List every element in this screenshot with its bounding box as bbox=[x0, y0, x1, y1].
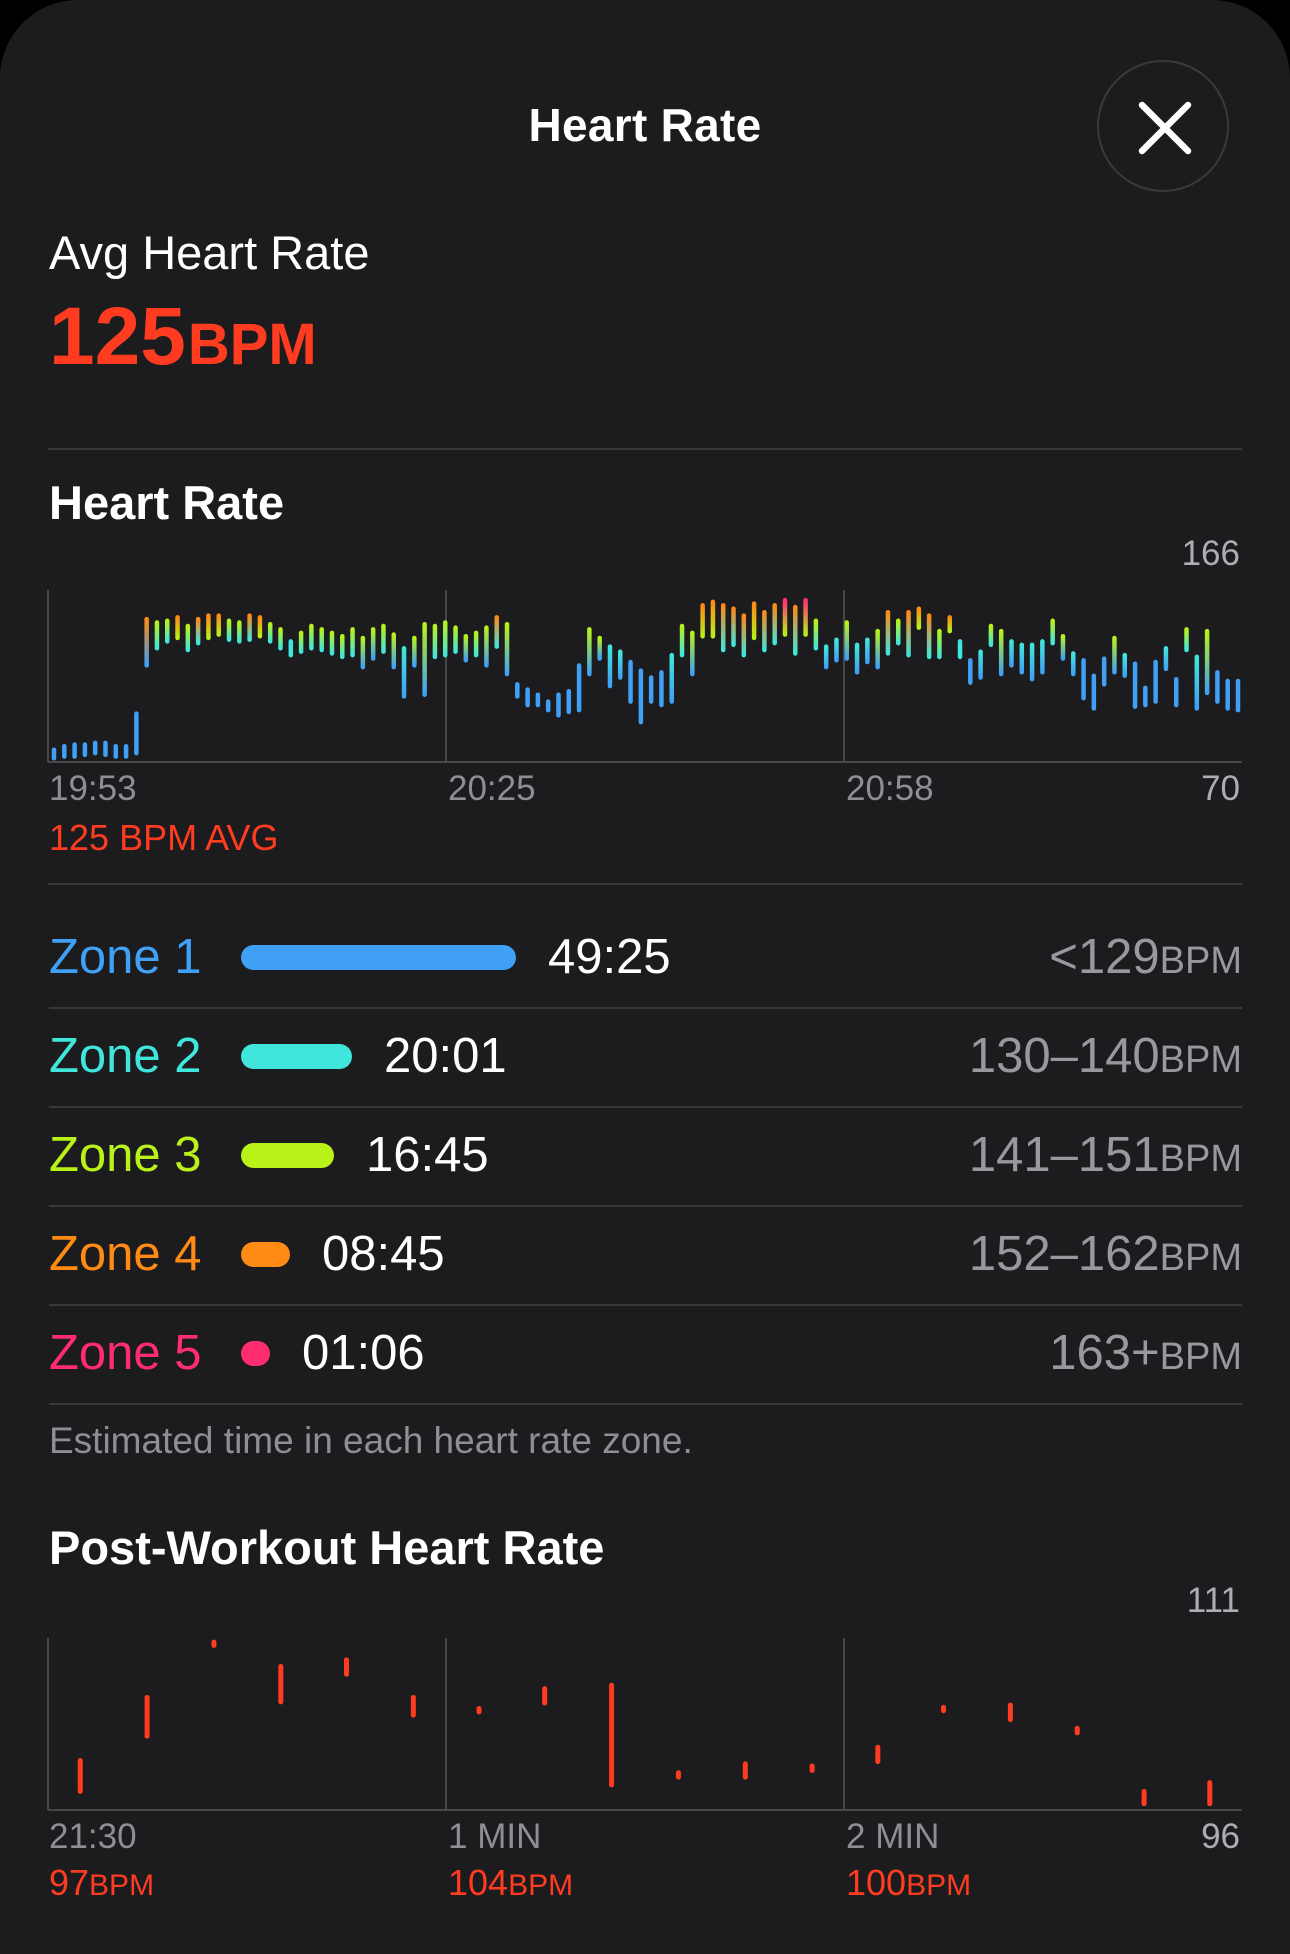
post-workout-section-title: Post-Workout Heart Rate bbox=[49, 1521, 605, 1574]
zone-range-unit: BPM bbox=[1159, 1336, 1242, 1378]
close-icon bbox=[1138, 101, 1192, 155]
zone-bar bbox=[241, 1143, 334, 1168]
post-reading-unit: BPM bbox=[508, 1869, 574, 1902]
avg-heart-rate-number: 125 bbox=[49, 291, 186, 382]
zone-row: Zone 2 20:01 130–140BPM bbox=[49, 1010, 1242, 1108]
pw-x-tick: 2 MIN bbox=[846, 1817, 939, 1856]
zone-name: Zone 4 bbox=[49, 1227, 202, 1281]
hr-x-tick: 19:53 bbox=[49, 769, 137, 808]
hr-x-tick: 20:58 bbox=[846, 769, 934, 808]
pw-x-tick: 21:30 bbox=[49, 1817, 137, 1856]
divider bbox=[49, 1007, 1242, 1009]
divider bbox=[49, 1106, 1242, 1108]
zone-time: 01:06 bbox=[302, 1326, 425, 1380]
zone-range-value: 130–140 bbox=[968, 1029, 1160, 1083]
zone-range-value: 141–151 bbox=[968, 1128, 1160, 1182]
divider bbox=[48, 883, 1242, 885]
post-reading-2: 100BPM bbox=[846, 1862, 971, 1904]
post-reading-value: 97 bbox=[49, 1862, 90, 1903]
zone-row: Zone 3 16:45 141–151BPM bbox=[49, 1109, 1242, 1207]
zone-name: Zone 5 bbox=[49, 1326, 202, 1380]
zone-range-unit: BPM bbox=[1159, 1138, 1242, 1180]
zone-range: 152–162BPM bbox=[969, 1226, 1242, 1282]
zone-row: Zone 4 08:45 152–162BPM bbox=[49, 1208, 1242, 1306]
avg-heart-rate-label: Avg Heart Rate bbox=[49, 226, 370, 279]
zone-range: 130–140BPM bbox=[969, 1028, 1242, 1084]
zone-name: Zone 2 bbox=[49, 1029, 202, 1083]
pw-x-tick: 1 MIN bbox=[448, 1817, 541, 1856]
zone-row: Zone 1 49:25 <129BPM bbox=[49, 911, 1242, 1009]
zone-range-unit: BPM bbox=[1159, 1039, 1242, 1081]
zone-bar bbox=[241, 1242, 290, 1267]
zone-time: 08:45 bbox=[322, 1227, 445, 1281]
hr-y-max-label: 166 bbox=[1182, 534, 1240, 573]
zone-bar bbox=[241, 1341, 270, 1366]
heart-rate-section-title: Heart Rate bbox=[49, 476, 285, 529]
zone-bar bbox=[241, 945, 516, 970]
post-reading-unit: BPM bbox=[89, 1869, 155, 1902]
heart-rate-chart: 166 70 19:53 20:25 20:58 bbox=[47, 534, 1242, 808]
post-reading-value: 100 bbox=[846, 1862, 907, 1903]
avg-heart-rate-unit: BPM bbox=[187, 312, 317, 377]
zone-range-value: 163+ bbox=[1049, 1326, 1160, 1380]
zone-bar bbox=[241, 1044, 352, 1069]
zone-range-value: 152–162 bbox=[968, 1227, 1160, 1281]
zone-name: Zone 3 bbox=[49, 1128, 202, 1182]
hr-avg-annotation: 125 BPM AVG bbox=[49, 817, 279, 858]
zone-range: <129BPM bbox=[1049, 929, 1242, 985]
zone-range: 141–151BPM bbox=[969, 1127, 1242, 1183]
divider bbox=[48, 448, 1242, 450]
post-reading-0: 97BPM bbox=[49, 1862, 154, 1904]
avg-heart-rate-value: 125BPM bbox=[49, 290, 317, 384]
hr-x-tick: 20:25 bbox=[448, 769, 536, 808]
post-reading-1: 104BPM bbox=[448, 1862, 573, 1904]
divider bbox=[49, 1304, 1242, 1306]
divider bbox=[49, 1403, 1242, 1405]
close-button[interactable] bbox=[1097, 60, 1229, 192]
zone-name: Zone 1 bbox=[49, 930, 202, 984]
zones-note: Estimated time in each heart rate zone. bbox=[49, 1420, 693, 1461]
zone-range-value: <129 bbox=[1049, 930, 1160, 984]
pw-y-max-label: 111 bbox=[1187, 1581, 1240, 1620]
zone-time: 20:01 bbox=[384, 1029, 507, 1083]
divider bbox=[49, 1205, 1242, 1207]
hr-y-min-label: 70 bbox=[1201, 769, 1240, 808]
zone-time: 16:45 bbox=[366, 1128, 489, 1182]
post-reading-unit: BPM bbox=[906, 1869, 972, 1902]
zone-range-unit: BPM bbox=[1159, 940, 1242, 982]
zone-range: 163+BPM bbox=[1049, 1325, 1242, 1381]
zone-range-unit: BPM bbox=[1159, 1237, 1242, 1279]
sheet-title: Heart Rate bbox=[528, 99, 762, 151]
zone-row: Zone 5 01:06 163+BPM bbox=[49, 1307, 1242, 1405]
post-reading-value: 104 bbox=[448, 1862, 509, 1903]
zone-time: 49:25 bbox=[548, 930, 671, 984]
pw-y-min-label: 96 bbox=[1201, 1817, 1240, 1856]
